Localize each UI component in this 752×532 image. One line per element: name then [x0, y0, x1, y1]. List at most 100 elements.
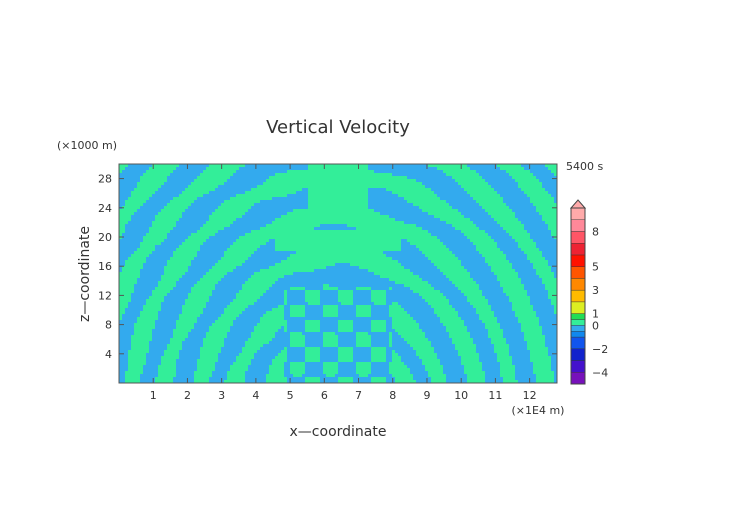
field-cell	[263, 290, 266, 293]
field-cell	[428, 302, 431, 305]
field-cell	[485, 200, 488, 203]
field-cell	[389, 278, 392, 281]
field-cell	[296, 182, 299, 185]
field-cell	[317, 197, 320, 200]
field-cell	[230, 167, 233, 170]
field-cell	[269, 266, 272, 269]
field-cell	[170, 278, 173, 281]
field-cell	[371, 212, 374, 215]
field-cell	[329, 338, 332, 341]
field-cell	[290, 287, 293, 290]
field-cell	[461, 167, 464, 170]
field-cell	[389, 266, 392, 269]
field-cell	[302, 311, 305, 314]
field-cell	[452, 272, 455, 275]
field-cell	[530, 347, 533, 350]
field-cell	[344, 248, 347, 251]
field-cell	[140, 257, 143, 260]
field-cell	[488, 245, 491, 248]
field-cell	[125, 284, 128, 287]
field-cell	[386, 233, 389, 236]
field-cell	[359, 314, 362, 317]
field-cell	[134, 197, 137, 200]
field-cell	[341, 230, 344, 233]
field-cell	[239, 305, 242, 308]
field-cell	[191, 182, 194, 185]
field-cell	[545, 272, 548, 275]
field-cell	[206, 167, 209, 170]
field-cell	[299, 221, 302, 224]
field-cell	[500, 197, 503, 200]
field-cell	[425, 230, 428, 233]
field-cell	[296, 233, 299, 236]
field-cell	[227, 212, 230, 215]
field-cell	[182, 335, 185, 338]
field-cell	[428, 287, 431, 290]
field-cell	[191, 296, 194, 299]
field-cell	[338, 197, 341, 200]
field-cell	[269, 335, 272, 338]
field-cell	[332, 230, 335, 233]
field-cell	[353, 191, 356, 194]
field-cell	[122, 275, 125, 278]
field-cell	[296, 314, 299, 317]
field-cell	[212, 179, 215, 182]
field-cell	[227, 167, 230, 170]
field-cell	[383, 215, 386, 218]
field-cell	[470, 233, 473, 236]
field-cell	[191, 245, 194, 248]
field-cell	[344, 218, 347, 221]
field-cell	[497, 221, 500, 224]
field-cell	[179, 329, 182, 332]
field-cell	[512, 284, 515, 287]
field-cell	[308, 353, 311, 356]
field-cell	[323, 266, 326, 269]
field-cell	[470, 236, 473, 239]
field-cell	[251, 332, 254, 335]
field-cell	[377, 233, 380, 236]
field-cell	[365, 314, 368, 317]
field-cell	[359, 248, 362, 251]
field-cell	[245, 293, 248, 296]
field-cell	[140, 344, 143, 347]
field-cell	[311, 254, 314, 257]
field-cell	[500, 167, 503, 170]
field-cell	[527, 299, 530, 302]
field-cell	[392, 269, 395, 272]
field-cell	[326, 284, 329, 287]
field-cell	[281, 215, 284, 218]
field-cell	[377, 227, 380, 230]
field-cell	[230, 305, 233, 308]
field-cell	[392, 353, 395, 356]
field-cell	[140, 254, 143, 257]
field-cell	[374, 227, 377, 230]
field-cell	[284, 215, 287, 218]
field-cell	[515, 224, 518, 227]
field-cell	[527, 170, 530, 173]
field-cell	[122, 299, 125, 302]
field-cell	[272, 233, 275, 236]
field-cell	[551, 212, 554, 215]
field-cell	[476, 248, 479, 251]
field-cell	[530, 305, 533, 308]
field-cell	[377, 347, 380, 350]
field-cell	[521, 305, 524, 308]
field-cell	[320, 179, 323, 182]
field-cell	[260, 236, 263, 239]
field-cell	[164, 215, 167, 218]
field-cell	[161, 236, 164, 239]
field-cell	[434, 203, 437, 206]
field-cell	[443, 305, 446, 308]
field-cell	[155, 299, 158, 302]
field-cell	[518, 320, 521, 323]
field-cell	[161, 275, 164, 278]
field-cell	[506, 356, 509, 359]
field-cell	[305, 350, 308, 353]
field-cell	[359, 344, 362, 347]
field-cell	[227, 164, 230, 167]
field-cell	[215, 323, 218, 326]
field-cell	[185, 206, 188, 209]
field-cell	[305, 230, 308, 233]
field-cell	[518, 230, 521, 233]
field-cell	[323, 254, 326, 257]
